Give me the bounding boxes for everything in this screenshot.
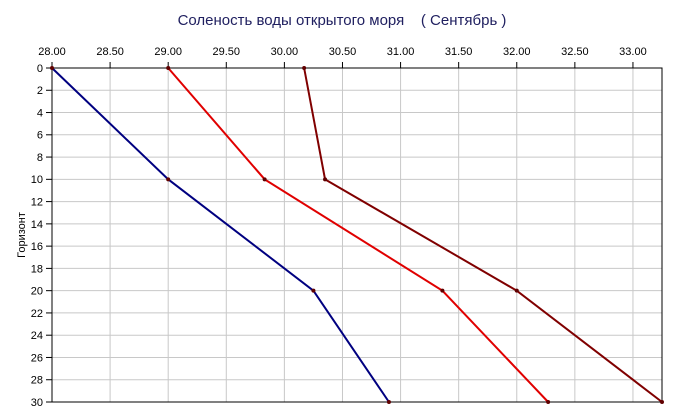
series-line <box>167 67 549 403</box>
point <box>546 400 551 404</box>
series-line <box>303 67 663 403</box>
x-tick-label: 28.50 <box>96 46 124 58</box>
y-tick-label: 0 <box>37 63 43 75</box>
point <box>323 177 328 182</box>
y-axis-label: Горизонт <box>16 212 28 258</box>
y-tick-label: 10 <box>31 174 43 186</box>
x-tick-label: 32.00 <box>503 46 531 58</box>
y-tick-label: 12 <box>31 197 43 209</box>
point <box>302 66 307 70</box>
x-tick-label: 33.00 <box>619 46 647 58</box>
series-line <box>51 67 390 403</box>
x-tick-label: 28.00 <box>38 46 66 58</box>
plot-frame <box>51 67 663 403</box>
point <box>514 288 519 293</box>
y-tick-label: 16 <box>31 241 43 253</box>
y-tick-label: 8 <box>37 152 43 164</box>
y-tick-label: 18 <box>31 263 43 275</box>
chart-title: Соленость воды открытого моря ( Сентябрь… <box>178 12 507 29</box>
y-tick-label: 22 <box>31 308 43 320</box>
x-tick-label: 31.00 <box>387 46 415 58</box>
point <box>311 288 316 293</box>
y-tick-label: 24 <box>31 330 43 342</box>
y-tick-label: 2 <box>37 85 43 97</box>
x-tick-label: 30.50 <box>329 46 357 58</box>
y-tick-label: 6 <box>37 130 43 142</box>
point <box>440 288 445 293</box>
y-tick-label: 28 <box>31 375 43 387</box>
point <box>386 400 391 404</box>
y-tick-label: 26 <box>31 352 43 364</box>
y-tick-label: 14 <box>31 219 43 231</box>
x-tick-label: 31.50 <box>445 46 473 58</box>
point <box>50 66 54 70</box>
point <box>262 177 267 182</box>
x-tick-label: 29.00 <box>154 46 182 58</box>
y-tick-label: 4 <box>37 107 43 119</box>
point <box>660 400 664 404</box>
y-tick-label: 30 <box>31 397 43 409</box>
x-tick-label: 32.50 <box>561 46 589 58</box>
x-tick-label: 30.00 <box>271 46 299 58</box>
y-tick-label: 20 <box>31 286 43 298</box>
x-tick-label: 29.50 <box>213 46 241 58</box>
point <box>166 66 171 70</box>
point <box>166 177 171 182</box>
